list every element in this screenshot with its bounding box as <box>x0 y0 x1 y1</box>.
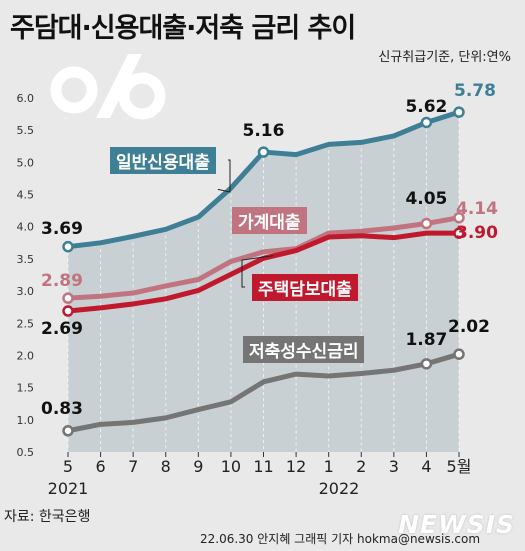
percent-slash-icon <box>96 54 142 118</box>
chart-title: 주담대·신용대출·저축 금리 추이 <box>10 13 356 44</box>
y-tick-label: 1.0 <box>17 414 35 427</box>
y-tick-label: 2.5 <box>17 317 35 330</box>
y-tick-label: 4.0 <box>17 221 35 234</box>
x-tick-label: 9 <box>193 457 203 476</box>
series-line <box>65 215 462 301</box>
y-tick-label: 5.5 <box>17 124 35 137</box>
data-point <box>453 211 465 224</box>
data-point <box>257 146 270 158</box>
data-label: 4.14 <box>456 199 498 219</box>
year-label: 2021 <box>48 479 89 498</box>
series-line <box>65 351 462 434</box>
data-point <box>453 227 465 239</box>
year-label: 2022 <box>319 479 360 498</box>
data-label: 3.69 <box>41 219 83 239</box>
data-label: 5.62 <box>405 97 447 117</box>
x-tick-label: 4 <box>421 457 431 476</box>
x-tick-label: 11 <box>253 457 273 476</box>
x-tick-label: 7 <box>128 457 138 476</box>
percent-ring-icon <box>118 72 166 120</box>
y-tick-label: 4.5 <box>17 189 35 202</box>
series-label-household-loan: 가계대출 <box>232 207 307 234</box>
percent-ring-icon <box>50 66 98 114</box>
chart-subtitle: 신규취급기준, 단위:연% <box>378 50 511 65</box>
data-point <box>62 305 74 317</box>
data-point <box>453 348 465 360</box>
series-label-savings-rate: 저축성수신금리 <box>243 336 365 363</box>
data-label: 2.69 <box>41 319 83 339</box>
newsis-logo: NEWSIS <box>398 510 515 539</box>
x-tick-label: 8 <box>161 457 171 476</box>
series-line <box>65 230 462 314</box>
leader-line <box>217 159 231 193</box>
source-note: 자료: 한국은행 <box>4 509 91 525</box>
y-tick-label: 1.5 <box>17 382 35 395</box>
data-point <box>420 217 433 230</box>
data-label: 2.02 <box>448 317 490 337</box>
data-point <box>420 358 433 370</box>
data-point <box>62 425 74 437</box>
x-tick-label: 5월 <box>447 457 472 476</box>
data-label: 2.89 <box>41 271 83 291</box>
data-label: 1.87 <box>405 330 447 350</box>
data-label: 5.78 <box>454 81 496 101</box>
y-tick-label: 3.0 <box>17 285 35 298</box>
data-point <box>62 292 74 304</box>
x-tick-label: 1 <box>324 457 334 476</box>
x-tick-label: 10 <box>221 457 241 476</box>
data-point <box>420 116 433 129</box>
data-point <box>453 106 465 118</box>
series-label-credit-loan: 일반신용대출 <box>110 147 216 174</box>
x-tick-label: 12 <box>286 457 306 476</box>
y-tick-label: 6.0 <box>17 92 35 105</box>
x-tick-label: 2 <box>356 457 366 476</box>
y-tick-label: 2.0 <box>17 349 35 362</box>
data-label: 3.90 <box>456 223 498 243</box>
x-tick-label: 5 <box>63 457 73 476</box>
data-label: 4.05 <box>405 189 447 209</box>
series-label-mortgage-loan: 주택담보대출 <box>252 274 358 301</box>
data-label: 0.83 <box>41 399 83 419</box>
y-tick-label: 5.0 <box>17 156 35 169</box>
y-tick-label: 3.5 <box>17 253 35 266</box>
leader-line <box>241 255 274 288</box>
y-tick-label: 0.5 <box>17 446 35 459</box>
graphic-credit: 22.06.30 안지혜 그래픽 기자 hokma@newsis.com <box>200 532 481 546</box>
x-tick-label: 3 <box>389 457 399 476</box>
data-label: 5.16 <box>243 121 285 141</box>
data-point <box>62 240 74 253</box>
x-tick-label: 6 <box>95 457 105 476</box>
